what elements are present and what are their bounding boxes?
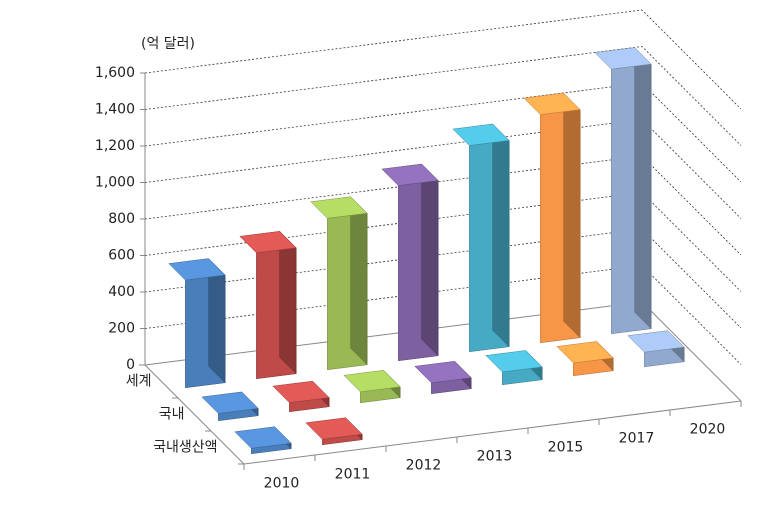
y-tick-label: 1,000 [95,175,135,191]
bar [452,123,510,353]
x-tick-label: 2013 [477,449,513,465]
bar [305,417,363,446]
series-label: 국내 [159,407,185,423]
bar [594,47,652,335]
bar [343,369,401,404]
grid-line [144,155,742,256]
bar [239,230,297,380]
grid-line [144,192,742,292]
x-tick-label: 2012 [406,458,442,474]
grid-line [144,228,742,329]
x-tick-label: 2020 [690,422,726,438]
bar [381,163,439,362]
bar [234,426,292,455]
axis-line [243,400,742,465]
grid-line [144,119,742,219]
x-tick-label: 2017 [619,431,655,447]
y-tick-label: 1,400 [95,102,135,118]
series-label: 국내생산액 [153,440,217,456]
bar [310,196,368,371]
y-tick-label: 400 [108,284,135,300]
grid-line [144,82,742,183]
bar [414,360,472,395]
bar [272,380,330,413]
bar [201,391,259,422]
y-tick-label: 600 [108,248,135,264]
y-tick-label: 1,600 [95,65,135,81]
bar [523,92,581,344]
x-tick-label: 2010 [264,476,300,492]
grid-line [144,9,742,110]
y-tick-label: 200 [108,321,135,337]
bar [485,349,543,386]
bar [627,330,685,368]
x-tick-label: 2011 [335,467,371,483]
unit-label: (억 달러) [141,36,195,52]
axis-line [144,364,245,465]
bar [168,257,226,389]
bar [556,340,614,377]
x-tick-label: 2015 [548,440,584,456]
grid-line [144,46,742,146]
axis-line [641,301,742,402]
y-tick-label: 1,200 [95,138,135,154]
series-label: 세계 [126,374,152,390]
y-tick-label: 800 [108,211,135,227]
y-tick-label: 0 [126,357,135,373]
